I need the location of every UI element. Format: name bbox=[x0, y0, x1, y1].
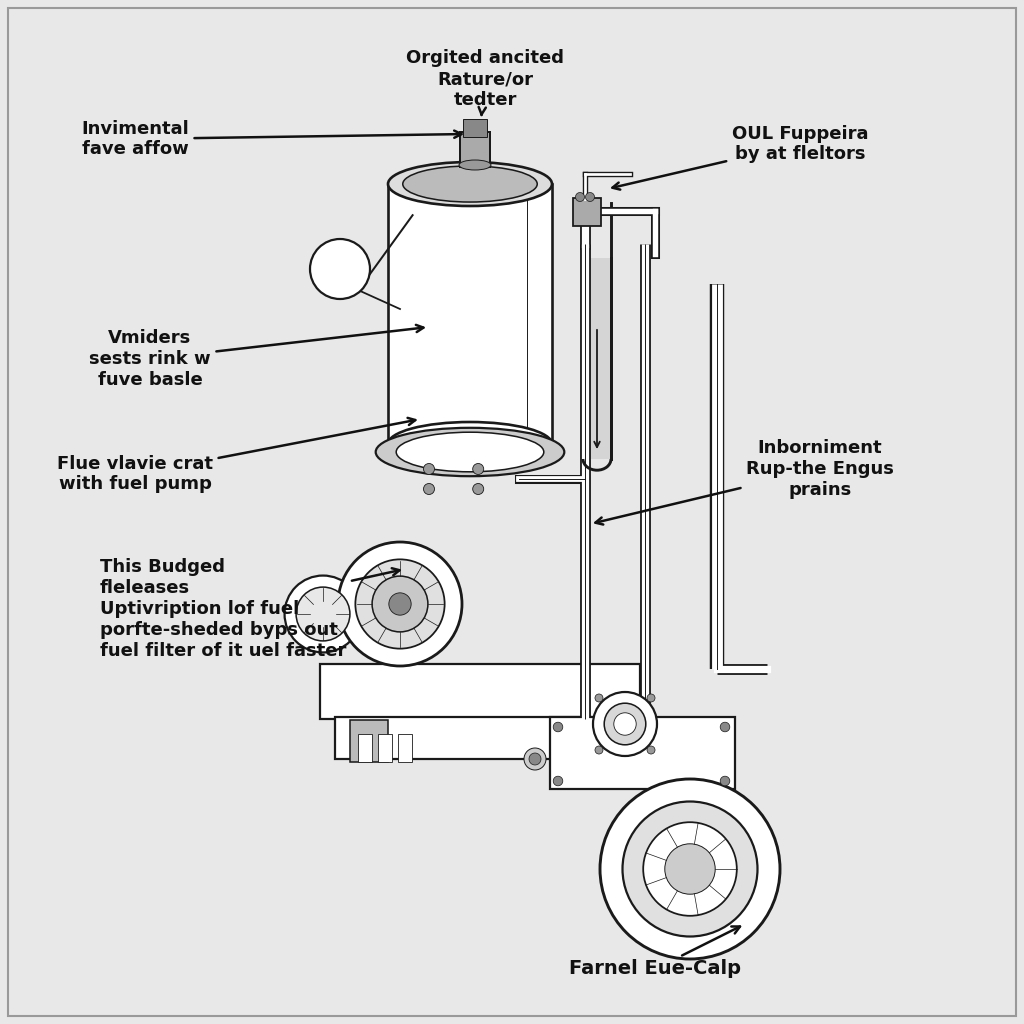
Ellipse shape bbox=[388, 422, 552, 466]
Circle shape bbox=[310, 239, 370, 299]
Text: Inborniment
Rup-the Engus
prains: Inborniment Rup-the Engus prains bbox=[595, 439, 894, 524]
Circle shape bbox=[600, 779, 780, 959]
Bar bbox=[463, 119, 487, 137]
Circle shape bbox=[553, 722, 563, 732]
Bar bbox=[378, 734, 392, 762]
Circle shape bbox=[623, 802, 758, 937]
Circle shape bbox=[296, 587, 350, 641]
Text: Farnel Eue-Calp: Farnel Eue-Calp bbox=[569, 927, 741, 979]
Circle shape bbox=[595, 746, 603, 754]
Circle shape bbox=[643, 822, 737, 915]
Ellipse shape bbox=[376, 428, 564, 476]
Circle shape bbox=[647, 694, 655, 702]
Circle shape bbox=[604, 703, 646, 744]
Text: Flue vlavie crat
with fuel pump: Flue vlavie crat with fuel pump bbox=[57, 418, 416, 494]
Ellipse shape bbox=[459, 160, 490, 170]
Circle shape bbox=[720, 722, 730, 732]
Circle shape bbox=[647, 746, 655, 754]
Bar bbox=[550, 717, 735, 790]
Circle shape bbox=[613, 713, 636, 735]
Bar bbox=[319, 664, 640, 719]
Text: Vmiders
sests rink w
fuve basle: Vmiders sests rink w fuve basle bbox=[89, 325, 424, 389]
Bar bbox=[350, 720, 388, 762]
Circle shape bbox=[338, 542, 462, 666]
Circle shape bbox=[372, 577, 428, 632]
Bar bbox=[398, 734, 412, 762]
Ellipse shape bbox=[396, 432, 544, 472]
Circle shape bbox=[473, 464, 483, 474]
Circle shape bbox=[424, 483, 434, 495]
Bar bbox=[358, 734, 372, 762]
Bar bbox=[573, 198, 601, 226]
Circle shape bbox=[529, 753, 541, 765]
Text: This Budged
fleleases
Uptivription lof fuel
porfte-sheded byps out
fuel filter o: This Budged fleleases Uptivription lof f… bbox=[100, 558, 399, 659]
Circle shape bbox=[595, 694, 603, 702]
Circle shape bbox=[389, 593, 412, 615]
Ellipse shape bbox=[388, 162, 552, 206]
Circle shape bbox=[285, 575, 361, 652]
Polygon shape bbox=[388, 184, 552, 444]
Bar bbox=[335, 717, 645, 759]
Text: Orgited ancited
Rature/or
tedter: Orgited ancited Rature/or tedter bbox=[406, 49, 564, 115]
Bar bbox=[460, 132, 490, 167]
Circle shape bbox=[720, 776, 730, 785]
Ellipse shape bbox=[402, 166, 538, 202]
Circle shape bbox=[424, 464, 434, 474]
Circle shape bbox=[665, 844, 715, 894]
Circle shape bbox=[355, 559, 444, 648]
Circle shape bbox=[593, 692, 657, 756]
Circle shape bbox=[553, 776, 563, 785]
Text: Invimental
fave affow: Invimental fave affow bbox=[81, 120, 462, 159]
Circle shape bbox=[575, 193, 585, 202]
Circle shape bbox=[586, 193, 595, 202]
Circle shape bbox=[473, 483, 483, 495]
Circle shape bbox=[524, 748, 546, 770]
Text: OUL Fuppeira
by at fleltors: OUL Fuppeira by at fleltors bbox=[612, 125, 868, 189]
Bar bbox=[583, 258, 611, 459]
